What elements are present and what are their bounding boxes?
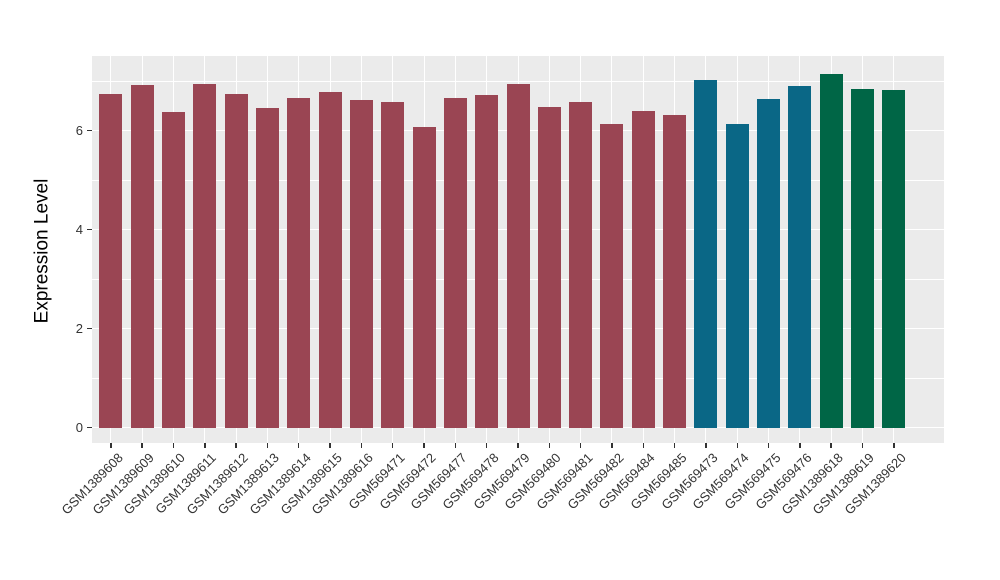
x-axis-tick <box>454 443 457 448</box>
bar <box>537 106 561 428</box>
x-axis-tick <box>110 443 112 448</box>
bar <box>600 124 624 428</box>
bar <box>318 91 342 428</box>
bar <box>882 89 906 428</box>
bar <box>725 124 749 428</box>
x-axis-tick <box>799 443 801 448</box>
x-axis-tick <box>329 443 331 448</box>
x-axis-tick <box>830 443 832 448</box>
bar <box>193 84 217 428</box>
bar <box>851 88 875 428</box>
x-axis-tick <box>423 443 425 448</box>
x-axis-tick <box>141 443 143 448</box>
x-axis-tick <box>266 443 269 448</box>
x-axis-tick <box>893 443 895 448</box>
x-axis-tick <box>673 443 676 448</box>
x-axis-tick <box>391 443 394 448</box>
y-axis-tick <box>87 327 92 330</box>
x-axis-tick <box>172 443 175 448</box>
bar <box>412 126 436 428</box>
bar <box>443 98 467 428</box>
y-axis-tick <box>87 228 92 231</box>
bar <box>475 94 499 428</box>
x-axis-tick <box>611 443 613 448</box>
y-axis-tick-label: 4 <box>75 221 83 237</box>
bar <box>255 108 279 428</box>
x-axis-tick <box>204 443 206 448</box>
x-axis-tick <box>485 443 488 448</box>
x-axis-tick <box>736 443 738 448</box>
y-axis-tick <box>87 426 92 429</box>
bar <box>819 74 843 428</box>
y-axis-tick-label: 2 <box>75 320 83 336</box>
bar <box>161 112 185 428</box>
x-axis-tick <box>548 443 551 448</box>
bar <box>631 110 655 428</box>
bar <box>757 98 781 428</box>
x-axis-tick <box>705 443 707 448</box>
bar <box>287 97 311 428</box>
bar <box>130 84 154 428</box>
y-axis-tick-label: 0 <box>75 419 83 435</box>
y-axis-tick <box>87 129 92 132</box>
x-axis-tick <box>360 443 363 448</box>
bar <box>694 79 718 428</box>
x-axis-tick <box>235 443 237 448</box>
bar <box>663 115 687 428</box>
y-axis-title: Expression Level <box>31 178 53 324</box>
y-axis-tick-label: 6 <box>75 122 83 138</box>
x-axis-tick <box>642 443 645 448</box>
bar <box>506 83 530 428</box>
panel-minor-gridline <box>92 80 944 82</box>
x-axis-tick <box>767 443 770 448</box>
x-axis-tick <box>861 443 864 448</box>
bar <box>99 93 123 428</box>
bar <box>349 99 373 428</box>
bar <box>569 101 593 428</box>
x-axis-tick <box>579 443 582 448</box>
x-axis-tick <box>297 443 300 448</box>
bar <box>381 102 405 428</box>
panel-major-gridline <box>92 426 944 429</box>
bar <box>788 85 812 428</box>
plot-panel <box>92 56 944 443</box>
x-axis-tick <box>517 443 519 448</box>
bar <box>224 94 248 428</box>
